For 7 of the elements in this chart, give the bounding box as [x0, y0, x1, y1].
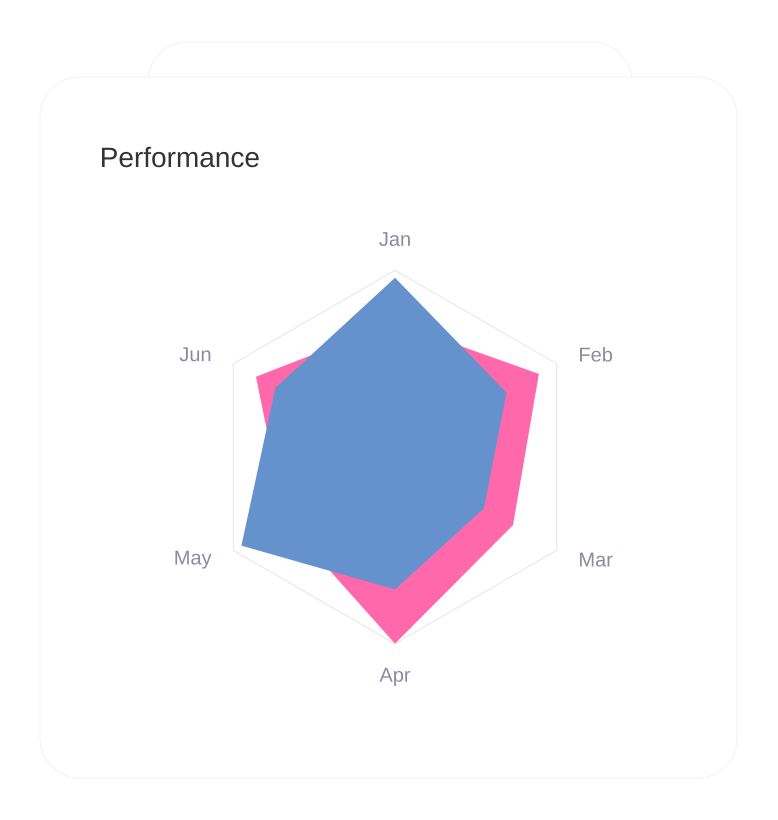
spoke-label: May — [175, 550, 212, 569]
spoke-label: Jan — [379, 232, 410, 246]
spoke-label: Feb — [580, 346, 612, 362]
chart-title: Performance — [102, 146, 259, 168]
spoke-label: Jun — [180, 347, 210, 362]
spoke-label: Mar — [580, 552, 613, 567]
spoke-label: Apr — [379, 668, 410, 686]
